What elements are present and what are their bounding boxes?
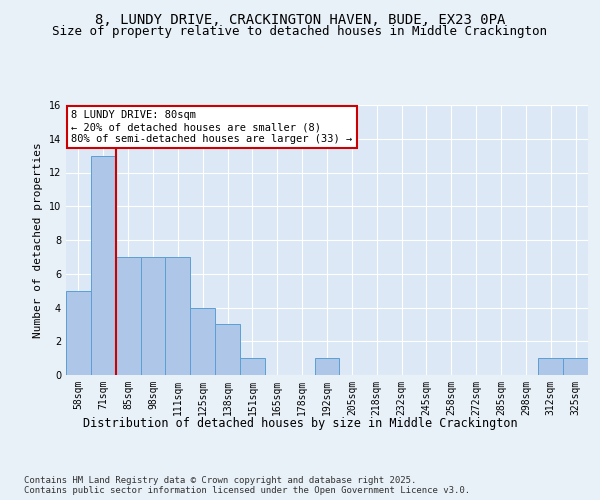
Bar: [140, 257, 166, 375]
Text: 8 LUNDY DRIVE: 80sqm
← 20% of detached houses are smaller (8)
80% of semi-detach: 8 LUNDY DRIVE: 80sqm ← 20% of detached h…: [71, 110, 352, 144]
Bar: [66, 290, 91, 375]
Bar: [215, 324, 240, 375]
Text: Size of property relative to detached houses in Middle Crackington: Size of property relative to detached ho…: [53, 25, 548, 38]
Bar: [116, 257, 140, 375]
Bar: [314, 358, 340, 375]
Bar: [563, 358, 588, 375]
Bar: [538, 358, 563, 375]
Bar: [240, 358, 265, 375]
Y-axis label: Number of detached properties: Number of detached properties: [33, 142, 43, 338]
Bar: [190, 308, 215, 375]
Text: Distribution of detached houses by size in Middle Crackington: Distribution of detached houses by size …: [83, 418, 517, 430]
Text: Contains HM Land Registry data © Crown copyright and database right 2025.
Contai: Contains HM Land Registry data © Crown c…: [24, 476, 470, 495]
Bar: [166, 257, 190, 375]
Bar: [91, 156, 116, 375]
Text: 8, LUNDY DRIVE, CRACKINGTON HAVEN, BUDE, EX23 0PA: 8, LUNDY DRIVE, CRACKINGTON HAVEN, BUDE,…: [95, 12, 505, 26]
